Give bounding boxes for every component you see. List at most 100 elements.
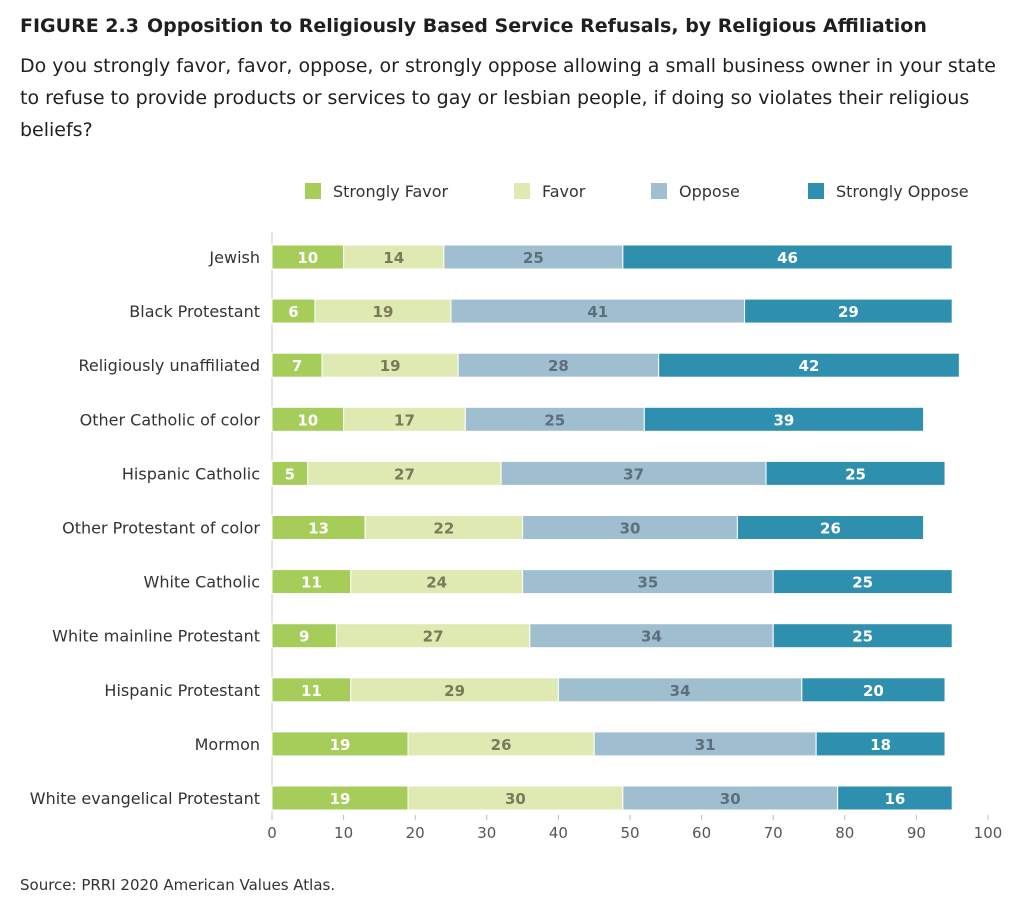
- legend-swatch-oppose: [651, 183, 667, 199]
- category-label-mormon: Mormon: [195, 735, 260, 754]
- data-label-oppose-mormon: 31: [695, 736, 716, 754]
- category-label-white-evangelical-protestant: White evangelical Protestant: [30, 789, 260, 808]
- bar-favor-other-protestant-of-color: [364, 515, 524, 540]
- bar-oppose-hispanic-catholic: [500, 460, 767, 486]
- data-label-strongly-oppose-jewish: 46: [777, 249, 798, 267]
- bar-oppose-white-mainline-protestant: [529, 623, 774, 649]
- category-label-jewish: Jewish: [208, 248, 260, 267]
- bar-favor-hispanic-protestant: [350, 677, 559, 703]
- bar-oppose-hispanic-protestant: [557, 677, 803, 703]
- x-tick-label-10: 10: [334, 824, 353, 842]
- data-label-strongly-favor-mormon: 19: [330, 736, 351, 754]
- x-tick-label-60: 60: [692, 824, 711, 842]
- bar-strongly-favor-white-mainline-protestant: [271, 623, 337, 649]
- bar-strongly-oppose-other-catholic-of-color: [643, 406, 925, 432]
- bar-strongly-oppose-white-catholic: [772, 569, 953, 595]
- category-label-black-protestant: Black Protestant: [129, 302, 260, 321]
- data-label-favor-jewish: 14: [383, 249, 404, 267]
- data-label-oppose-hispanic-catholic: 37: [623, 465, 644, 483]
- figure-title: FIGURE 2.3 Opposition to Religiously Base…: [20, 13, 1010, 39]
- bar-strongly-favor-other-protestant-of-color: [271, 515, 366, 540]
- stacked-bar-chart: Strongly Favor Favor Oppose Strongly Oppose…: [30, 182, 1003, 842]
- bar-favor-jewish: [343, 244, 445, 270]
- data-label-strongly-oppose-mormon: 18: [870, 736, 891, 754]
- bar-strongly-favor-hispanic-catholic: [271, 460, 309, 486]
- legend-label-favor: Favor: [542, 182, 586, 201]
- x-tick-label-40: 40: [549, 824, 568, 842]
- bar-strongly-oppose-religiously-unaffiliated: [658, 352, 960, 378]
- bar-strongly-oppose-jewish: [622, 244, 953, 270]
- bar-strongly-favor-hispanic-protestant: [271, 677, 352, 703]
- data-label-oppose-jewish: 25: [523, 249, 544, 267]
- data-label-strongly-favor-white-catholic: 11: [301, 574, 322, 592]
- x-tick-label-100: 100: [974, 824, 1003, 842]
- legend-label-strongly-favor: Strongly Favor: [333, 182, 449, 201]
- bar-strongly-oppose-mormon: [815, 731, 946, 757]
- category-label-religiously-unaffiliated: Religiously unaffiliated: [78, 356, 260, 375]
- data-label-strongly-oppose-other-catholic-of-color: 39: [774, 411, 795, 429]
- source-note: Source: PRRI 2020 American Values Atlas.: [20, 876, 336, 894]
- data-label-favor-religiously-unaffiliated: 19: [380, 357, 401, 375]
- bar-favor-religiously-unaffiliated: [321, 352, 459, 378]
- data-label-strongly-favor-white-mainline-protestant: 9: [299, 628, 309, 646]
- data-label-strongly-oppose-other-protestant-of-color: 26: [820, 520, 841, 538]
- bar-strongly-oppose-hispanic-catholic: [765, 460, 946, 486]
- bar-strongly-oppose-hispanic-protestant: [801, 677, 946, 703]
- x-tick-label-20: 20: [406, 824, 425, 842]
- x-tick-label-30: 30: [477, 824, 496, 842]
- bar-favor-other-catholic-of-color: [343, 406, 466, 432]
- bar-strongly-favor-mormon: [271, 731, 409, 757]
- data-label-oppose-other-protestant-of-color: 30: [620, 520, 641, 538]
- bar-oppose-other-protestant-of-color: [522, 515, 738, 540]
- data-label-strongly-oppose-black-protestant: 29: [838, 303, 859, 321]
- data-label-favor-white-catholic: 24: [426, 574, 447, 592]
- x-tick-label-0: 0: [267, 824, 277, 842]
- category-label-white-mainline-protestant: White mainline Protestant: [52, 627, 260, 646]
- figure-number: FIGURE 2.3: [20, 15, 139, 37]
- x-tick-label-70: 70: [764, 824, 783, 842]
- data-label-strongly-favor-religiously-unaffiliated: 7: [292, 357, 302, 375]
- legend-label-strongly-oppose: Strongly Oppose: [836, 182, 969, 201]
- data-label-favor-other-protestant-of-color: 22: [433, 520, 454, 538]
- data-label-strongly-favor-white-evangelical-protestant: 19: [330, 790, 351, 808]
- legend-swatch-favor: [514, 183, 530, 199]
- data-label-oppose-white-mainline-protestant: 34: [641, 628, 662, 646]
- x-tick-label-80: 80: [835, 824, 854, 842]
- data-label-oppose-religiously-unaffiliated: 28: [548, 357, 569, 375]
- category-label-other-catholic-of-color: Other Catholic of color: [80, 410, 261, 429]
- bar-favor-mormon: [407, 731, 595, 757]
- data-label-strongly-oppose-white-mainline-protestant: 25: [852, 628, 873, 646]
- data-label-strongly-favor-other-catholic-of-color: 10: [297, 411, 318, 429]
- bar-strongly-oppose-black-protestant: [744, 298, 953, 324]
- data-label-strongly-oppose-religiously-unaffiliated: 42: [799, 357, 820, 375]
- bar-favor-black-protestant: [314, 298, 452, 324]
- data-label-favor-white-mainline-protestant: 27: [423, 628, 444, 646]
- data-label-oppose-hispanic-protestant: 34: [670, 682, 691, 700]
- bar-favor-white-evangelical-protestant: [407, 785, 624, 811]
- category-label-hispanic-protestant: Hispanic Protestant: [104, 681, 260, 700]
- x-tick-label-50: 50: [620, 824, 639, 842]
- data-label-favor-white-evangelical-protestant: 30: [505, 790, 526, 808]
- data-label-strongly-favor-jewish: 10: [297, 249, 318, 267]
- data-label-strongly-favor-black-protestant: 6: [288, 303, 298, 321]
- data-label-oppose-white-catholic: 35: [637, 574, 658, 592]
- bar-strongly-favor-white-evangelical-protestant: [271, 785, 409, 811]
- data-label-oppose-other-catholic-of-color: 25: [544, 411, 565, 429]
- data-label-strongly-oppose-white-evangelical-protestant: 16: [884, 790, 905, 808]
- data-label-strongly-oppose-hispanic-protestant: 20: [863, 682, 884, 700]
- data-label-strongly-favor-hispanic-catholic: 5: [285, 465, 295, 483]
- bar-strongly-oppose-white-mainline-protestant: [772, 623, 953, 649]
- data-label-strongly-oppose-hispanic-catholic: 25: [845, 465, 866, 483]
- category-label-white-catholic: White Catholic: [144, 573, 260, 592]
- figure-title-text: Opposition to Religiously Based Service …: [146, 15, 927, 37]
- bar-strongly-oppose-white-evangelical-protestant: [837, 785, 953, 811]
- data-label-oppose-black-protestant: 41: [587, 303, 608, 321]
- legend-label-oppose: Oppose: [679, 182, 740, 201]
- data-label-favor-black-protestant: 19: [373, 303, 394, 321]
- bar-strongly-favor-white-catholic: [271, 569, 352, 595]
- bar-favor-white-catholic: [350, 569, 524, 595]
- data-label-favor-mormon: 26: [491, 736, 512, 754]
- category-label-other-protestant-of-color: Other Protestant of color: [62, 519, 260, 538]
- data-label-favor-hispanic-protestant: 29: [444, 682, 465, 700]
- data-label-strongly-favor-other-protestant-of-color: 13: [308, 520, 329, 538]
